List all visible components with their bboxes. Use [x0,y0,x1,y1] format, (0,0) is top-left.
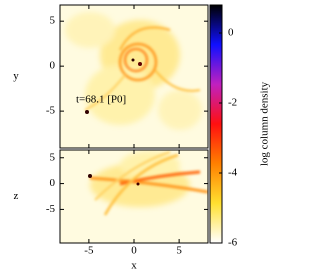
y-tick-label: 0 [50,60,56,72]
colorbar-tick-label: -2 [228,97,237,109]
y-axis-label: y [13,70,19,82]
y-axis-label: z [14,190,19,202]
y-tick-label: -5 [46,105,56,117]
colorbar-tick-label: -4 [228,167,238,179]
y-tick-label: -5 [46,203,56,215]
x-tick-label: 0 [131,245,137,257]
annotation: t=68.1 [P0] [76,94,126,106]
colorbar [209,4,223,244]
x-tick-label: 5 [176,245,182,257]
y-tick-label: 5 [50,151,56,163]
y-tick-label: 5 [50,15,56,27]
x-tick-label: -5 [84,245,94,257]
x-axis-label: x [131,260,137,272]
y-tick-label: 0 [50,177,56,189]
render-bottom [60,150,208,243]
figure: t=68.1 [P0] -5 0 5 y -5 0 5 -5 0 5 x z 0 -2 -4 -6 log co… [13,4,271,272]
colorbar-tick-label: -6 [228,237,238,249]
render-top [60,5,208,148]
colorbar-tick-label: 0 [228,27,234,39]
colorbar-label: log column density [259,81,271,166]
